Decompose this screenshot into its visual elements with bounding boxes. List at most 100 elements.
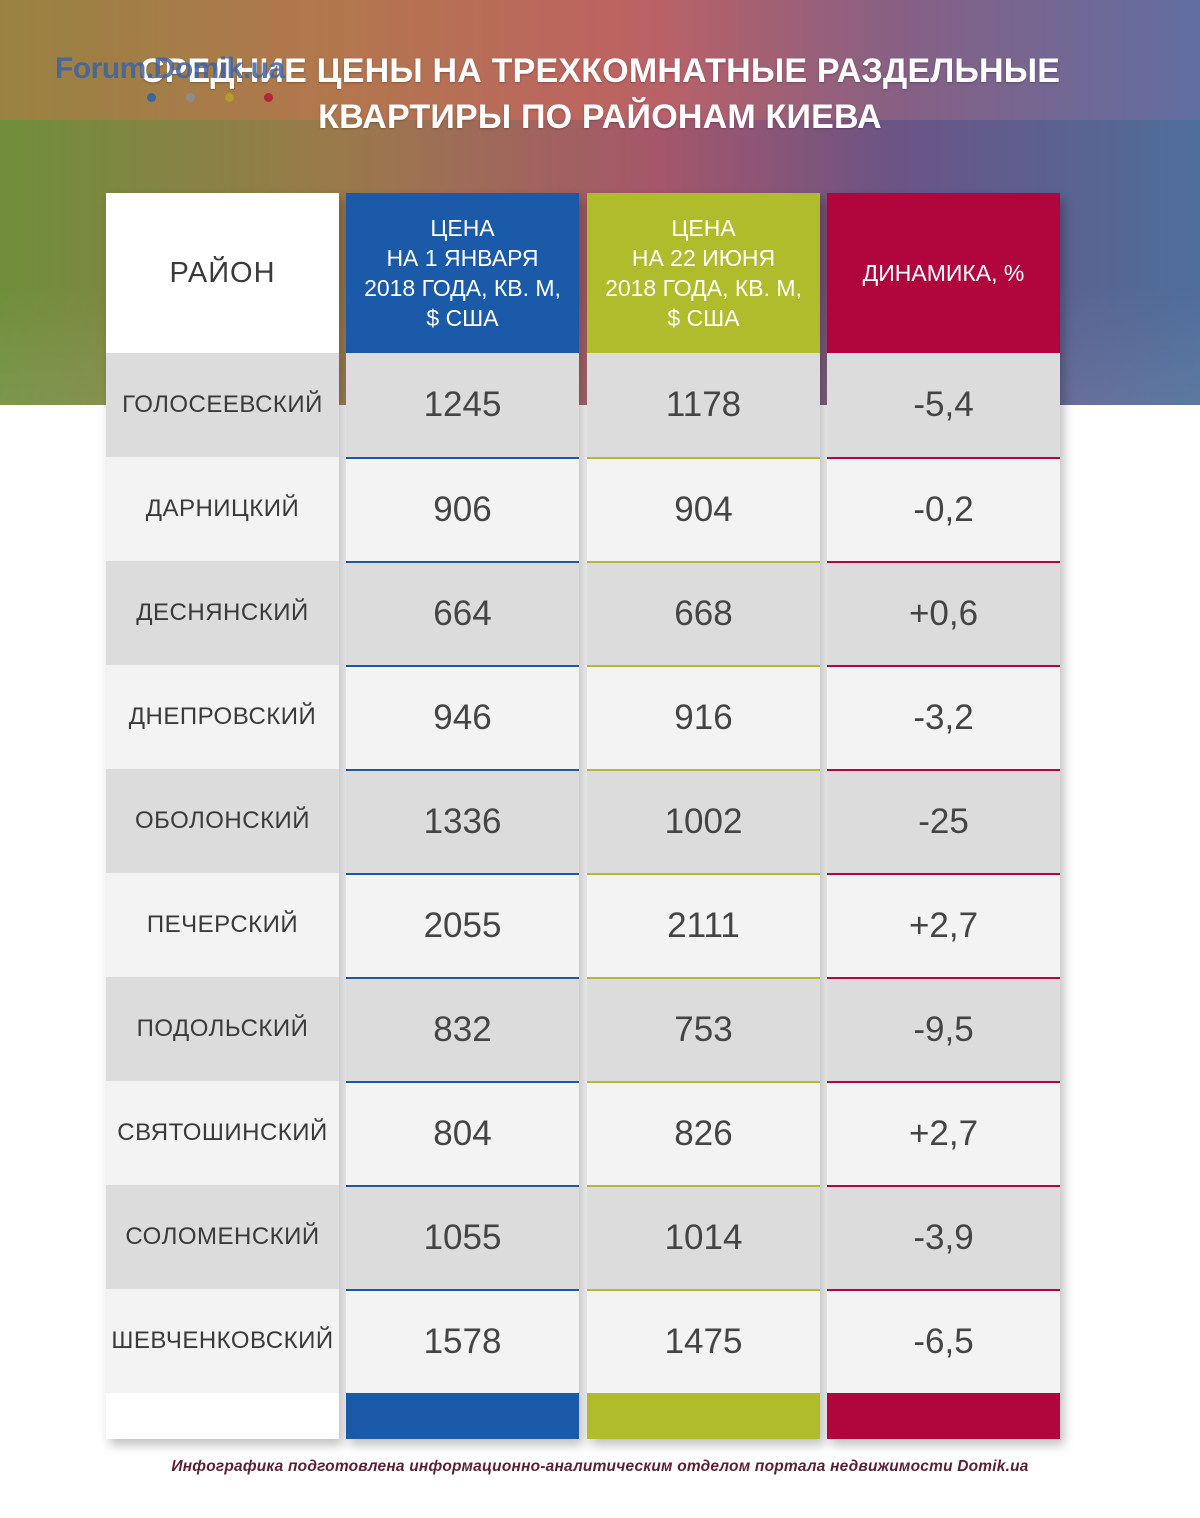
district-name: ГОЛОСЕЕВСКИЙ <box>122 391 323 418</box>
table-cell: ШЕВЧЕНКОВСКИЙ <box>106 1289 339 1393</box>
price-value: 1055 <box>423 1218 502 1257</box>
column-header-label: ЦЕНА НА 1 ЯНВАРЯ 2018 ГОДА, КВ. М, $ США <box>364 215 561 331</box>
table-cell: 1055 <box>346 1185 579 1289</box>
table-cell: 826 <box>587 1081 820 1185</box>
title-line-1: СРЕДНИЕ ЦЕНЫ НА ТРЕХКОМНАТНЫЕ РАЗДЕЛЬНЫЕ <box>139 52 1061 90</box>
infographic-title: СРЕДНИЕ ЦЕНЫ НА ТРЕХКОМНАТНЫЕ РАЗДЕЛЬНЫЕ… <box>0 48 1200 140</box>
table-cell: -9,5 <box>827 977 1060 1081</box>
logo-text: Forum.Domik.ua <box>55 52 285 85</box>
table-cell: +2,7 <box>827 873 1060 977</box>
table-cell: 832 <box>346 977 579 1081</box>
column-price-jan: ЦЕНА НА 1 ЯНВАРЯ 2018 ГОДА, КВ. М, $ США… <box>346 193 579 1439</box>
dynamics-value: +0,6 <box>908 594 979 633</box>
column-price-jun: ЦЕНА НА 22 ИЮНЯ 2018 ГОДА, КВ. М, $ США 1… <box>587 193 820 1439</box>
district-name: ДАРНИЦКИЙ <box>145 495 300 522</box>
table-cell: 753 <box>587 977 820 1081</box>
column-footer-bar <box>827 1393 1060 1439</box>
table-cell: 1336 <box>346 769 579 873</box>
dynamics-value: +2,7 <box>908 1114 979 1153</box>
dynamics-value: -0,2 <box>913 490 974 529</box>
table-cell: +2,7 <box>827 1081 1060 1185</box>
forum-domik-logo: Forum.Domik.ua <box>55 52 303 107</box>
table-cell: 1002 <box>587 769 820 873</box>
title-line-2: КВАРТИРЫ ПО РАЙОНАМ КИЕВА <box>318 98 882 136</box>
district-name: ШЕВЧЕНКОВСКИЙ <box>111 1327 334 1354</box>
logo-dot <box>147 93 156 102</box>
column-dynamics: ДИНАМИКА, % -5,4 -0,2 +0,6 -3,2 -25 +2,7 -9,5 +2… <box>827 193 1060 1439</box>
price-value: 946 <box>433 698 492 737</box>
table-cell: 906 <box>346 457 579 561</box>
column-header-price-jun: ЦЕНА НА 22 ИЮНЯ 2018 ГОДА, КВ. М, $ США <box>587 193 820 353</box>
column-header-district: РАЙОН <box>106 193 339 353</box>
table-cell: ДЕСНЯНСКИЙ <box>106 561 339 665</box>
logo-dot <box>225 93 234 102</box>
price-value: 832 <box>433 1010 492 1049</box>
dynamics-value: -25 <box>918 802 969 841</box>
table-cell: 668 <box>587 561 820 665</box>
table-cell: СВЯТОШИНСКИЙ <box>106 1081 339 1185</box>
column-header-label: ЦЕНА НА 22 ИЮНЯ 2018 ГОДА, КВ. М, $ США <box>605 215 802 331</box>
logo-dots <box>55 89 303 107</box>
logo-dot <box>264 93 273 102</box>
column-footer-bar <box>346 1393 579 1439</box>
table-cell: ДНЕПРОВСКИЙ <box>106 665 339 769</box>
credit-footer: Инфографика подготовлена информационно-а… <box>171 1458 1029 1475</box>
price-value: 804 <box>433 1114 492 1153</box>
table-cell: 1014 <box>587 1185 820 1289</box>
district-name: СВЯТОШИНСКИЙ <box>117 1119 328 1146</box>
dynamics-value: -3,2 <box>913 698 974 737</box>
table-cell: 804 <box>346 1081 579 1185</box>
table-cell: ГОЛОСЕЕВСКИЙ <box>106 353 339 457</box>
district-name: ОБОЛОНСКИЙ <box>134 807 311 834</box>
table-cell: -3,2 <box>827 665 1060 769</box>
column-header-label: ДИНАМИКА, % <box>862 260 1025 286</box>
table-cell: -25 <box>827 769 1060 873</box>
price-value: 1336 <box>423 802 502 841</box>
table-cell: 664 <box>346 561 579 665</box>
column-footer-bar <box>587 1393 820 1439</box>
table-cell: 2055 <box>346 873 579 977</box>
table-cell: СОЛОМЕНСКИЙ <box>106 1185 339 1289</box>
price-value: 1245 <box>423 385 502 424</box>
district-name: ДНЕПРОВСКИЙ <box>128 703 317 730</box>
price-value: 1475 <box>664 1322 743 1361</box>
district-name: СОЛОМЕНСКИЙ <box>125 1223 320 1250</box>
dynamics-value: +2,7 <box>908 906 979 945</box>
price-value: 668 <box>674 594 733 633</box>
table-cell: -6,5 <box>827 1289 1060 1393</box>
district-name: ДЕСНЯНСКИЙ <box>136 599 309 626</box>
price-value: 1178 <box>665 385 742 424</box>
table-cell: -3,9 <box>827 1185 1060 1289</box>
table-cell: ОБОЛОНСКИЙ <box>106 769 339 873</box>
table-cell: 1475 <box>587 1289 820 1393</box>
table-cell: 1578 <box>346 1289 579 1393</box>
price-value: 906 <box>433 490 492 529</box>
price-value: 2111 <box>667 906 740 945</box>
table-cell: 1178 <box>587 353 820 457</box>
table-cell: 904 <box>587 457 820 561</box>
column-district: РАЙОН ГОЛОСЕЕВСКИЙ ДАРНИЦКИЙ ДЕСНЯНСКИЙ ДНЕП… <box>106 193 339 1439</box>
table-cell: 916 <box>587 665 820 769</box>
district-name: ПЕЧЕРСКИЙ <box>146 911 299 938</box>
column-footer-bar <box>106 1393 339 1439</box>
price-value: 916 <box>674 698 733 737</box>
dynamics-value: -9,5 <box>913 1010 974 1049</box>
column-header-price-jan: ЦЕНА НА 1 ЯНВАРЯ 2018 ГОДА, КВ. М, $ США <box>346 193 579 353</box>
district-name: ПОДОЛЬСКИЙ <box>136 1015 309 1042</box>
price-value: 1578 <box>423 1322 502 1361</box>
dynamics-value: -5,4 <box>913 385 974 424</box>
price-value: 904 <box>674 490 733 529</box>
table-cell: ПЕЧЕРСКИЙ <box>106 873 339 977</box>
price-value: 664 <box>433 594 492 633</box>
table-cell: 2111 <box>587 873 820 977</box>
table-cell: 946 <box>346 665 579 769</box>
price-value: 753 <box>674 1010 733 1049</box>
table-cell: +0,6 <box>827 561 1060 665</box>
table-cell: ПОДОЛЬСКИЙ <box>106 977 339 1081</box>
table-cell: 1245 <box>346 353 579 457</box>
table-cell: -5,4 <box>827 353 1060 457</box>
table-cell: ДАРНИЦКИЙ <box>106 457 339 561</box>
dynamics-value: -6,5 <box>913 1322 974 1361</box>
price-value: 826 <box>674 1114 733 1153</box>
price-value: 1014 <box>664 1218 743 1257</box>
